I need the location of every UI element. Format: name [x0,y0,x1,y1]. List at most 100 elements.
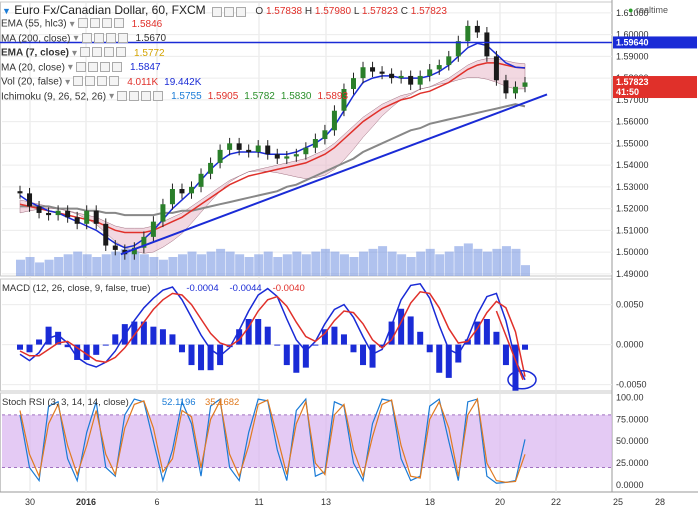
macd-tick-label: 0.0050 [616,300,644,310]
indicator-label: EMA (55, hlc3) [1,18,67,30]
close-icon[interactable] [109,76,120,87]
macd-histogram-bar [169,334,176,345]
candle-body [103,223,109,246]
indicator-row[interactable]: EMA (55, hlc3) ▾ 1.5846 [1,17,162,31]
time-tick-label: 11 [254,497,263,507]
candle-body [284,156,290,159]
format-icon[interactable] [105,32,116,43]
format-icon[interactable] [101,18,112,29]
symbol-chevron-icon[interactable]: ▼ [2,6,11,16]
macd-histogram-bar [436,344,443,373]
candle-body [312,139,318,148]
pane-legend-value: 52.1196 [162,397,196,408]
macd-histogram-bar [93,344,100,355]
format-icon[interactable] [141,90,152,101]
indicator-buttons [73,75,121,89]
visibility-toggle-icon[interactable] [80,47,91,58]
price-tick-label: 1.60000 [616,30,649,40]
indicator-menu-icon[interactable]: ▾ [71,47,78,59]
settings-icon[interactable] [89,18,100,29]
indicator-row[interactable]: EMA (7, close) ▾ 1.5772 [1,46,165,60]
price-tick-label: 1.61000 [616,8,649,18]
candle-body [265,145,271,155]
visibility-toggle-icon[interactable] [75,61,86,72]
visibility-toggle-icon[interactable] [212,6,223,17]
volume-bar [44,259,54,276]
indicator-row[interactable]: MA (20, close) ▾ 1.5847 [1,61,161,75]
candle-body [46,212,52,216]
candle-body [341,88,347,111]
time-tick-label: 6 [154,497,159,507]
time-tick-label: 20 [495,497,505,507]
price-marker-box [613,36,697,49]
volume-bar [254,254,264,276]
settings-icon[interactable] [87,61,98,72]
indicator-menu-icon[interactable]: ▾ [65,76,71,88]
chart-title[interactable]: Euro Fx/Canadian Dollar, 60, FXCM [14,3,206,17]
macd-histogram-bar [74,344,81,360]
ohlc-high-label: H [304,6,313,17]
candle-body [322,130,328,139]
candle-body [350,78,356,89]
indicator-row[interactable]: MA (200, close) ▾ 1.5670 [1,32,166,46]
indicator-row[interactable]: Vol (20, false) ▾ 4.011K 19.442K [1,75,201,89]
candle-body [208,162,214,174]
visibility-toggle-icon[interactable] [117,90,128,101]
settings-icon[interactable] [129,90,140,101]
volume-bar [435,254,445,276]
indicator-buttons [80,46,128,60]
volume-bar [416,251,426,276]
volume-bar [282,254,292,276]
format-icon[interactable] [99,61,110,72]
visibility-toggle-icon[interactable] [73,76,84,87]
ohlc-open: 1.57838 [265,6,303,17]
indicator-menu-icon[interactable]: ▾ [69,18,75,30]
candle-body [379,71,385,74]
volume-bar [177,254,187,276]
settings-icon[interactable] [93,32,104,43]
realtime-label: realtime [635,5,668,15]
settings-icon[interactable] [92,47,103,58]
settings-icon[interactable] [224,6,235,17]
indicator-menu-icon[interactable]: ▾ [73,33,79,45]
format-icon[interactable] [97,76,108,87]
candle-body [198,173,204,187]
close-icon[interactable] [117,32,128,43]
macd-histogram-bar [350,344,357,353]
close-icon[interactable] [111,61,122,72]
macd-histogram-bar [198,344,205,371]
candle-body [112,245,118,250]
price-marker-label: 1.57823 [616,77,649,87]
volume-bar [387,251,397,276]
volume-bar [25,257,35,276]
close-icon[interactable] [116,47,127,58]
settings-icon[interactable] [85,76,96,87]
visibility-toggle-icon[interactable] [81,32,92,43]
indicator-label: Vol (20, false) [1,76,63,88]
ma200-line [20,103,526,217]
close-icon[interactable] [236,6,247,17]
macd-histogram-bar [388,321,395,345]
visibility-toggle-icon[interactable] [77,18,88,29]
format-icon[interactable] [104,47,115,58]
signal-line [19,290,526,377]
candle-body [436,65,442,70]
close-icon[interactable] [153,90,164,101]
macd-histogram-bar [112,334,119,345]
volume-bar [82,254,92,276]
ohlc-high: 1.57980 [314,6,352,17]
candle-body [503,80,509,94]
candle-body [55,210,61,216]
candle-body [427,69,433,76]
price-marker-label: 41:50 [616,87,639,97]
candle-body [36,206,42,213]
indicator-menu-icon[interactable]: ▾ [67,62,73,74]
volume-bar [216,248,226,276]
volume-bar [320,248,330,276]
close-icon[interactable] [113,18,124,29]
macd-histogram-bar [274,344,281,346]
macd-histogram-bar [474,321,481,345]
indicator-row[interactable]: Ichimoku (9, 26, 52, 26) ▾ 1.5755 1.5905 1.5… [1,90,348,104]
indicator-menu-icon[interactable]: ▾ [109,91,115,103]
macd-histogram-bar [55,331,62,345]
